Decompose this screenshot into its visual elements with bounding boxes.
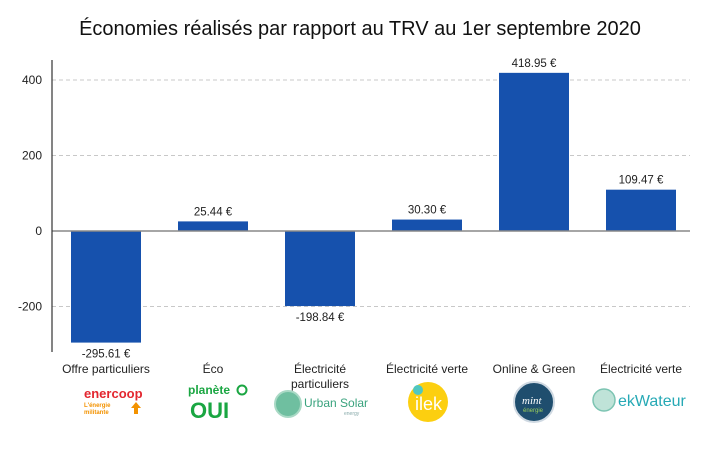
data-label: 30.30 € <box>408 205 447 217</box>
leaf-globe-icon <box>592 388 616 412</box>
y-tick-label: 0 <box>35 224 42 238</box>
svg-text:ekWateur: ekWateur <box>618 393 687 410</box>
solar-globe-icon <box>274 390 302 418</box>
x-tick-label: Électricité verte <box>599 362 683 376</box>
chart-title: Économies réalisés par rapport au TRV au… <box>79 18 641 40</box>
x-tick-label: Électricité particuliers <box>290 362 350 391</box>
x-tick-label: Éco <box>202 362 224 376</box>
svg-text:mint: mint <box>522 395 543 407</box>
arrow-up-icon <box>131 402 141 414</box>
x-tick-label: Online & Green <box>492 362 576 376</box>
bar <box>71 231 141 343</box>
data-label: 109.47 € <box>619 175 664 187</box>
y-tick-label: 200 <box>22 149 42 163</box>
data-label: 418.95 € <box>512 58 557 70</box>
power-icon <box>236 384 248 396</box>
bar <box>285 231 355 307</box>
svg-text:planète: planète <box>188 383 230 397</box>
bar <box>392 219 462 231</box>
data-label: 25.44 € <box>194 206 233 218</box>
dot-icon <box>413 385 423 395</box>
svg-text:energy: energy <box>344 411 360 417</box>
y-tick-label: 400 <box>22 73 42 87</box>
x-tick-label: Électricité verte <box>385 362 469 376</box>
urban-solar-logo: Urban Solar energy <box>272 384 372 424</box>
svg-text:ilek: ilek <box>415 394 443 414</box>
y-tick-label: -200 <box>18 300 42 314</box>
svg-text:OUI: OUI <box>190 398 229 422</box>
svg-text:énergie: énergie <box>523 408 544 414</box>
svg-text:Urban Solar: Urban Solar <box>304 396 368 410</box>
x-tick-label: Offre particuliers <box>62 362 150 376</box>
planete-oui-logo: planète OUI <box>168 378 268 422</box>
bar <box>499 72 569 231</box>
svg-text:L'énergie: L'énergie <box>84 403 111 409</box>
svg-text:militante: militante <box>84 410 109 416</box>
enercoop-logo: enercoop L'énergie militante <box>56 380 156 420</box>
mint-energie-logo: mint énergie <box>484 380 584 423</box>
ekwateur-logo: ekWateur <box>590 382 690 422</box>
data-label: -295.61 € <box>82 349 131 361</box>
data-label: -198.84 € <box>296 312 345 324</box>
bar <box>606 189 676 231</box>
ilek-logo: ilek <box>378 380 478 422</box>
bar <box>178 221 248 231</box>
enercoop-name: enercoop <box>84 386 143 401</box>
